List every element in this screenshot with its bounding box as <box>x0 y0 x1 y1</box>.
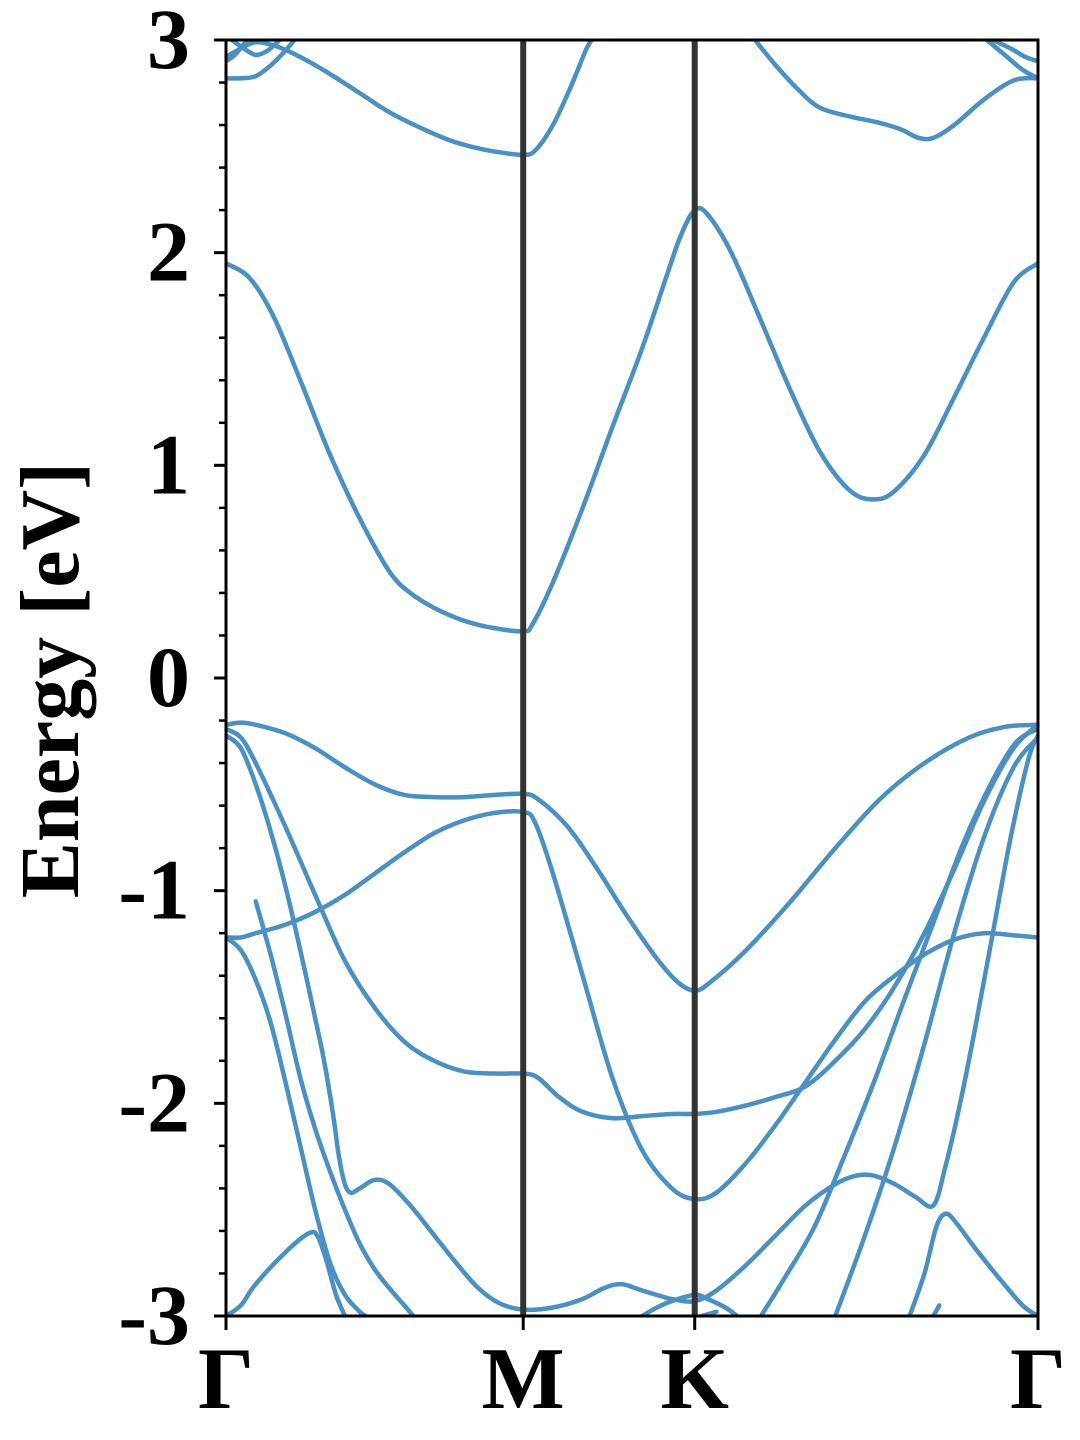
band-line-15 <box>226 1229 348 1316</box>
y-tick-label: -2 <box>118 1054 190 1150</box>
band-line-8 <box>984 40 1038 81</box>
y-tick-label: 0 <box>147 629 190 725</box>
band-line-11 <box>226 722 1038 1121</box>
y-axis-label: Energy [eV] <box>4 462 97 898</box>
y-tick-label: -3 <box>118 1267 190 1363</box>
y-tick-label: -1 <box>118 842 190 938</box>
band-line-12 <box>226 733 1038 1313</box>
band-line-19 <box>833 735 1038 1316</box>
y-tick-label: 2 <box>147 204 190 300</box>
band-line-3 <box>226 40 297 81</box>
x-tick-label-M: M <box>482 1331 565 1428</box>
band-line-20 <box>907 1211 1038 1316</box>
band-line-14 <box>253 899 416 1316</box>
band-line-6 <box>752 40 1038 142</box>
y-tick-label: 3 <box>147 0 190 87</box>
band-line-10 <box>226 808 1038 1202</box>
band-lines <box>226 40 1038 1316</box>
band-line-13 <box>226 935 368 1316</box>
y-axis-ticks: -3 -2 -1 0 1 2 3 <box>118 0 226 1363</box>
band-line-9 <box>226 720 1038 993</box>
x-tick-label-Γ: Γ <box>198 1331 254 1428</box>
x-tick-label-Γ: Γ <box>1010 1331 1066 1428</box>
band-line-18 <box>758 726 1038 1316</box>
y-tick-label: 1 <box>147 416 190 512</box>
high-symmetry-dividers <box>520 40 698 1316</box>
band-line-21 <box>931 1303 942 1316</box>
band-line-1 <box>226 205 1038 634</box>
x-tick-label-K: K <box>660 1331 728 1428</box>
band-line-16 <box>639 1292 740 1316</box>
band-line-7 <box>990 40 1038 64</box>
